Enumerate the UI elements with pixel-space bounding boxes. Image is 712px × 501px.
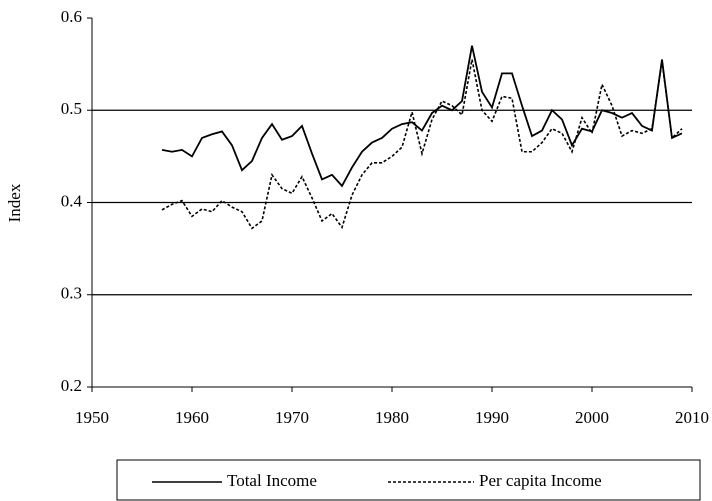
y-tick-label: 0.2: [61, 376, 82, 395]
x-tick-label: 1960: [175, 408, 209, 427]
data-line: [161, 59, 683, 230]
legend-box: [116, 459, 701, 501]
x-tick-label: 2010: [675, 408, 709, 427]
data-line: [161, 45, 683, 188]
legend-label: Total Income: [227, 471, 317, 490]
x-tick-label: 1970: [275, 408, 309, 427]
x-tick-label: 2000: [575, 408, 609, 427]
x-tick-label: 1980: [375, 408, 409, 427]
y-axis-label: Index: [5, 183, 24, 222]
x-tick-label: 1950: [75, 408, 109, 427]
x-tick-label: 1990: [475, 408, 509, 427]
y-tick-label: 0.5: [61, 99, 82, 118]
y-tick-label: 0.6: [61, 7, 82, 26]
y-tick-label: 0.4: [61, 191, 83, 210]
y-tick-label: 0.3: [61, 284, 82, 303]
legend-label: Per capita Income: [479, 471, 602, 490]
